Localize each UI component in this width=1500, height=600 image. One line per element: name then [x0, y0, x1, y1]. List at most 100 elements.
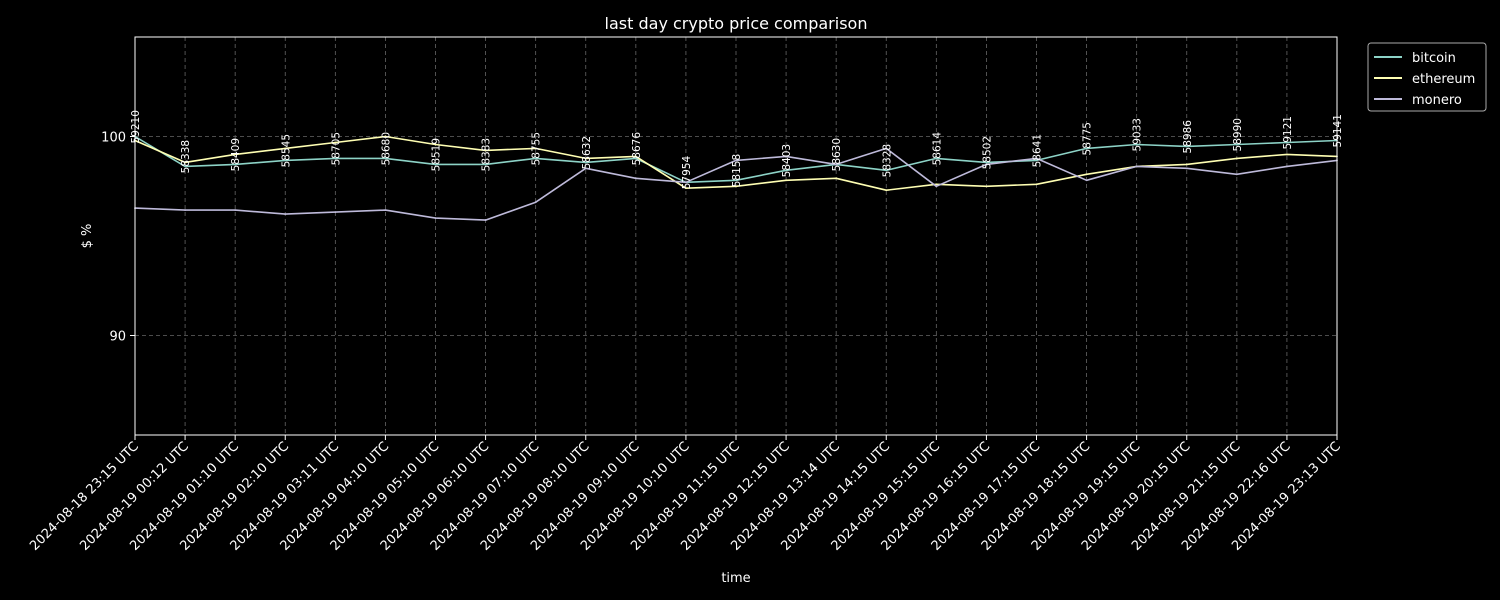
price-data-label: 57954	[681, 156, 693, 190]
price-data-label: 58403	[781, 144, 793, 177]
data-point-monero	[1185, 167, 1188, 170]
data-point-ethereum	[835, 177, 838, 180]
legend: bitcoin ethereum monero	[1367, 42, 1487, 112]
price-data-label: 58986	[1182, 120, 1194, 154]
data-point-bitcoin	[584, 161, 587, 164]
data-point-bitcoin	[935, 157, 938, 160]
data-point-ethereum	[284, 147, 287, 150]
data-point-monero	[885, 147, 888, 150]
data-point-monero	[484, 219, 487, 221]
price-data-label: 59210	[130, 110, 142, 143]
series-lines	[134, 135, 1338, 221]
y-axis-title: $ %	[80, 224, 95, 249]
data-point-bitcoin	[184, 165, 186, 168]
data-point-monero	[584, 167, 587, 170]
data-point-monero	[985, 163, 988, 166]
data-point-bitcoin	[1135, 143, 1138, 146]
price-data-label: 58755	[531, 132, 543, 165]
grid	[134, 37, 1338, 435]
data-labels: 59210 58338 58409 58545 58705 58680 58519 58383…	[130, 110, 1344, 189]
data-point-ethereum	[1185, 163, 1188, 166]
data-point-ethereum	[584, 157, 587, 160]
data-point-ethereum	[935, 183, 938, 186]
data-point-monero	[1235, 173, 1238, 176]
data-point-bitcoin	[785, 169, 787, 172]
legend-box	[1367, 42, 1487, 112]
data-point-monero	[334, 211, 337, 214]
data-point-bitcoin	[1185, 145, 1188, 148]
data-point-ethereum	[885, 189, 888, 192]
data-point-ethereum	[1286, 153, 1288, 156]
data-point-monero	[935, 185, 938, 188]
data-point-ethereum	[785, 179, 787, 182]
price-data-label: 58990	[1232, 118, 1244, 151]
data-point-bitcoin	[334, 157, 337, 160]
data-point-bitcoin	[534, 157, 537, 160]
data-point-ethereum	[434, 143, 437, 146]
data-point-bitcoin	[434, 163, 437, 166]
data-point-ethereum	[634, 155, 637, 158]
legend-label-bitcoin: bitcoin	[1412, 51, 1456, 66]
price-data-label: 58383	[481, 138, 493, 171]
price-data-label: 58502	[981, 136, 993, 169]
data-point-bitcoin	[1235, 143, 1238, 146]
data-point-ethereum	[1085, 173, 1088, 176]
data-point-bitcoin	[735, 179, 737, 182]
data-point-bitcoin	[634, 157, 637, 160]
data-point-bitcoin	[1035, 159, 1038, 162]
data-point-ethereum	[384, 135, 387, 138]
data-point-monero	[1085, 179, 1088, 182]
data-point-monero	[434, 217, 437, 219]
data-point-monero	[1135, 165, 1138, 168]
price-data-label: 58632	[581, 136, 593, 169]
data-point-monero	[1286, 165, 1288, 168]
data-point-monero	[1035, 157, 1038, 160]
data-point-bitcoin	[1085, 147, 1088, 150]
data-point-monero	[184, 209, 186, 212]
price-data-label: 58338	[180, 140, 192, 173]
data-point-monero	[534, 201, 537, 204]
price-data-label: 58409	[230, 138, 242, 171]
data-point-bitcoin	[885, 169, 888, 172]
data-point-bitcoin	[384, 157, 387, 160]
price-data-label: 58158	[731, 154, 743, 187]
chart-title: last day crypto price comparison	[605, 14, 868, 33]
y-axis: 90 100	[101, 131, 135, 345]
price-data-label: 58680	[380, 132, 392, 165]
price-data-label: 58641	[1032, 134, 1044, 167]
data-point-monero	[234, 209, 237, 212]
data-point-bitcoin	[234, 163, 237, 166]
data-point-bitcoin	[1286, 141, 1288, 144]
legend-label-ethereum: ethereum	[1412, 72, 1475, 87]
data-point-bitcoin	[484, 163, 487, 166]
price-data-label: 58676	[631, 132, 643, 166]
data-point-bitcoin	[985, 161, 988, 164]
data-point-bitcoin	[284, 159, 287, 162]
data-point-ethereum	[985, 185, 988, 188]
data-point-ethereum	[184, 161, 186, 164]
data-point-ethereum	[1235, 157, 1238, 160]
data-point-monero	[785, 155, 787, 158]
data-point-monero	[685, 181, 687, 184]
data-point-ethereum	[334, 141, 337, 144]
x-axis-title: time	[721, 571, 750, 586]
price-data-label: 58705	[330, 132, 342, 165]
y-tick-label: 90	[109, 330, 126, 345]
price-data-label: 58328	[881, 144, 893, 177]
data-point-ethereum	[1035, 183, 1038, 186]
y-tick-label: 100	[101, 131, 126, 146]
price-data-label: 59033	[1132, 118, 1144, 151]
data-point-monero	[384, 209, 387, 212]
price-data-label: 59141	[1332, 114, 1344, 147]
price-data-label: 58519	[431, 138, 443, 171]
data-point-monero	[835, 163, 838, 166]
price-data-label: 58545	[280, 134, 292, 167]
data-point-ethereum	[735, 185, 737, 188]
price-data-label: 59121	[1282, 116, 1294, 149]
data-point-ethereum	[484, 149, 487, 152]
data-point-ethereum	[685, 187, 687, 190]
price-data-label: 58614	[931, 132, 943, 166]
data-point-monero	[634, 177, 637, 180]
